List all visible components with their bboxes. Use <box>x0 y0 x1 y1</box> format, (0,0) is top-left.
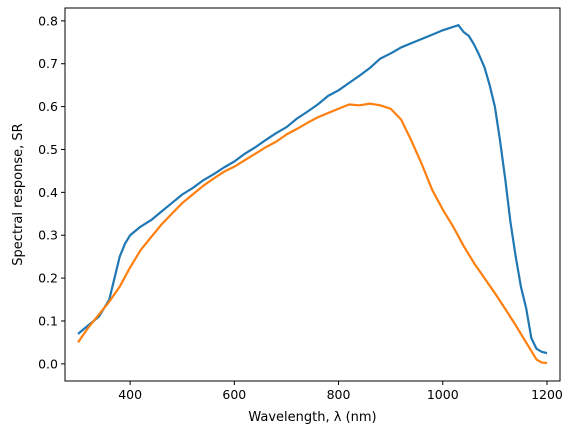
x-tick-label: 600 <box>222 387 246 402</box>
series-line-2 <box>77 102 548 365</box>
y-tick-label: 0.6 <box>38 99 58 114</box>
y-tick-label: 0.0 <box>38 356 58 371</box>
y-tick-label: 0.2 <box>38 271 58 286</box>
x-tick-label: 1200 <box>531 387 563 402</box>
x-axis-label: Wavelength, λ (nm) <box>248 410 376 425</box>
y-tick-label: 0.1 <box>38 313 58 328</box>
y-tick-label: 0.7 <box>38 56 58 71</box>
plot-frame <box>64 7 561 382</box>
x-tick-label: 800 <box>327 387 351 402</box>
x-axis-ticks: 400 600 800 1000 1200 <box>118 381 563 402</box>
series-line-1 <box>77 24 548 355</box>
x-tick-label: 1000 <box>427 387 459 402</box>
y-axis-label: Spectral response, SR <box>11 123 26 265</box>
y-tick-label: 0.3 <box>38 228 58 243</box>
x-tick-label: 400 <box>118 387 142 402</box>
y-axis-ticks: 0.0 0.1 0.2 0.3 0.4 0.5 0.6 0.7 0.8 <box>38 13 65 371</box>
y-tick-label: 0.8 <box>38 13 58 28</box>
y-tick-label: 0.5 <box>38 142 58 157</box>
series-layer <box>77 24 548 365</box>
y-tick-label: 0.4 <box>38 185 58 200</box>
